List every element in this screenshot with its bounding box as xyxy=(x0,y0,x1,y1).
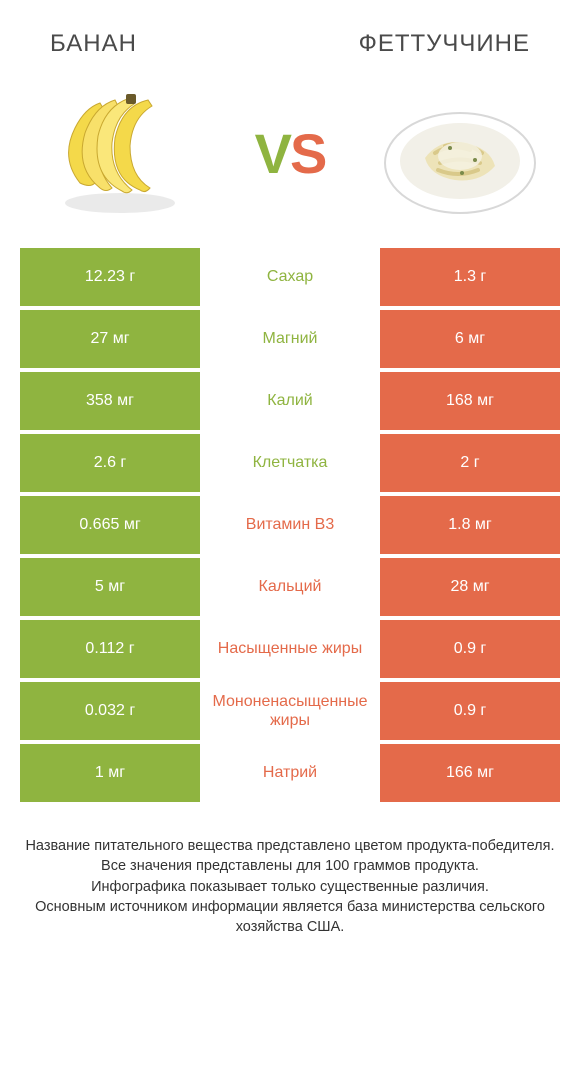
footer-line: Все значения представлены для 100 граммо… xyxy=(20,856,560,876)
left-value: 2.6 г xyxy=(20,434,200,492)
table-row: 12.23 гСахар1.3 г xyxy=(20,248,560,306)
table-row: 358 мгКалий168 мг xyxy=(20,372,560,430)
right-value: 1.3 г xyxy=(380,248,560,306)
left-value: 358 мг xyxy=(20,372,200,430)
left-value: 5 мг xyxy=(20,558,200,616)
left-value: 27 мг xyxy=(20,310,200,368)
table-row: 0.665 мгВитамин B31.8 мг xyxy=(20,496,560,554)
nutrient-label: Магний xyxy=(200,310,380,368)
left-value: 0.112 г xyxy=(20,620,200,678)
nutrient-label: Мононенасыщенные жиры xyxy=(200,682,380,740)
right-value: 2 г xyxy=(380,434,560,492)
hero-row: VS xyxy=(0,68,580,248)
right-food-title: ФЕТТУЧЧИНЕ xyxy=(359,30,530,58)
footer-line: Инфографика показывает только существенн… xyxy=(20,877,560,897)
right-value: 6 мг xyxy=(380,310,560,368)
table-row: 0.112 гНасыщенные жиры0.9 г xyxy=(20,620,560,678)
table-row: 0.032 гМононенасыщенные жиры0.9 г xyxy=(20,682,560,740)
nutrient-label: Сахар xyxy=(200,248,380,306)
table-row: 5 мгКальций28 мг xyxy=(20,558,560,616)
nutrient-label: Насыщенные жиры xyxy=(200,620,380,678)
footer-line: Название питательного вещества представл… xyxy=(20,836,560,856)
left-value: 0.665 мг xyxy=(20,496,200,554)
right-value: 0.9 г xyxy=(380,620,560,678)
left-value: 12.23 г xyxy=(20,248,200,306)
nutrient-label: Кальций xyxy=(200,558,380,616)
comparison-table: 12.23 гСахар1.3 г27 мгМагний6 мг358 мгКа… xyxy=(20,248,560,802)
left-value: 0.032 г xyxy=(20,682,200,740)
nutrient-label: Натрий xyxy=(200,744,380,802)
footer-notes: Название питательного вещества представл… xyxy=(0,806,580,937)
nutrient-label: Клетчатка xyxy=(200,434,380,492)
left-value: 1 мг xyxy=(20,744,200,802)
right-value: 166 мг xyxy=(380,744,560,802)
table-row: 2.6 гКлетчатка2 г xyxy=(20,434,560,492)
table-row: 27 мгМагний6 мг xyxy=(20,310,560,368)
right-value: 28 мг xyxy=(380,558,560,616)
vs-v: V xyxy=(255,122,290,185)
right-value: 0.9 г xyxy=(380,682,560,740)
right-value: 168 мг xyxy=(380,372,560,430)
nutrient-label: Витамин B3 xyxy=(200,496,380,554)
fettuccine-image xyxy=(370,78,550,228)
vs-s: S xyxy=(290,122,325,185)
vs-label: VS xyxy=(255,121,326,186)
left-food-title: БАНАН xyxy=(50,30,137,58)
right-value: 1.8 мг xyxy=(380,496,560,554)
footer-line: Основным источником информации является … xyxy=(20,897,560,938)
banana-image xyxy=(30,78,210,228)
nutrient-label: Калий xyxy=(200,372,380,430)
table-row: 1 мгНатрий166 мг xyxy=(20,744,560,802)
header: БАНАН ФЕТТУЧЧИНЕ xyxy=(0,0,580,68)
